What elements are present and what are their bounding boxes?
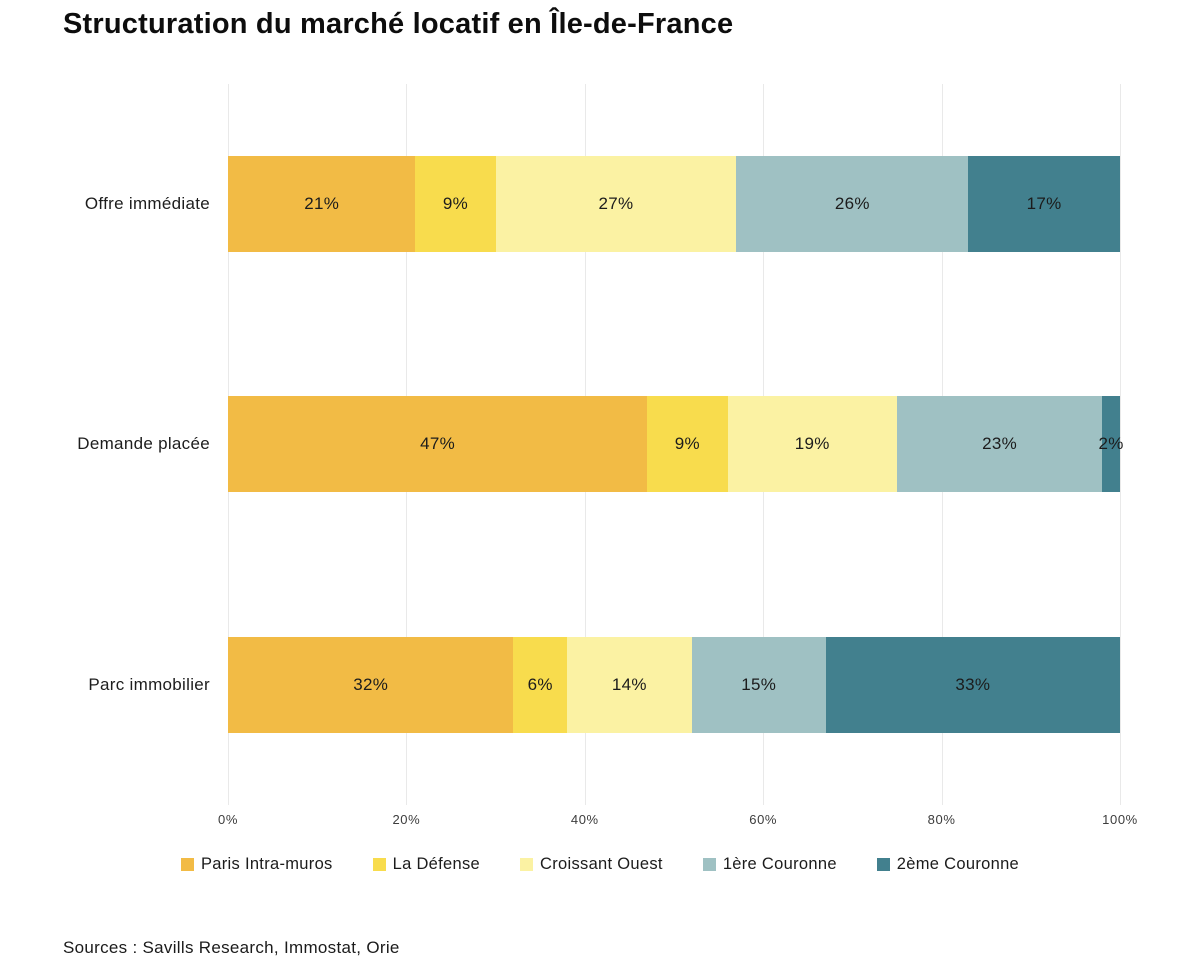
bar-segment: 6% — [513, 636, 567, 733]
bar-segment: 14% — [566, 636, 692, 733]
x-tick-label: 0% — [218, 812, 238, 827]
value-label: 21% — [304, 194, 340, 214]
legend-swatch — [702, 858, 716, 871]
value-label: 6% — [527, 674, 553, 694]
bar-segment: 23% — [896, 396, 1103, 493]
x-tick-label: 20% — [392, 812, 421, 827]
bar-segment: 9% — [647, 396, 728, 493]
legend: Paris Intra-muros La Défense Croissant Oue… — [0, 855, 1200, 874]
x-tick-label: 40% — [570, 812, 599, 827]
value-label: 9% — [674, 434, 700, 454]
legend-swatch — [876, 858, 890, 871]
bar-segment: 21% — [228, 156, 416, 253]
value-label: 14% — [611, 674, 647, 694]
legend-item: Croissant Ouest — [520, 855, 663, 874]
x-tick-label: 80% — [927, 812, 956, 827]
legend-swatch — [372, 858, 386, 871]
legend-item: 2ème Couronne — [876, 855, 1020, 874]
legend-item: La Défense — [372, 855, 481, 874]
value-label: 26% — [834, 194, 870, 214]
legend-swatch — [520, 858, 534, 871]
value-label: 17% — [1026, 194, 1062, 214]
x-tick-label: 60% — [749, 812, 778, 827]
sources-text: Sources : Savills Research, Immostat, Or… — [63, 938, 400, 957]
bar-rows-container: Offre immédiate 21% 9% 27% 26% 17% Demande pla… — [77, 84, 1123, 805]
bar-segment: 47% — [228, 396, 648, 493]
value-label: 33% — [955, 674, 991, 694]
value-label: 32% — [353, 674, 389, 694]
value-label: 19% — [794, 434, 830, 454]
legend-swatch — [180, 858, 194, 871]
category-label: Offre immédiate — [84, 194, 210, 214]
value-label: 15% — [741, 674, 777, 694]
legend-item: 1ère Couronne — [702, 855, 837, 874]
bar-segment: 33% — [825, 636, 1120, 733]
stacked-bar: 47% 9% 19% 23% 2% — [228, 396, 1123, 493]
bar-segment: 9% — [415, 156, 496, 253]
legend-item: Paris Intra-muros — [180, 855, 333, 874]
value-label: 47% — [420, 434, 456, 454]
legend-label: 1ère Couronne — [722, 855, 837, 873]
bar-segment: 17% — [968, 156, 1120, 253]
bar-segment: 32% — [228, 636, 514, 733]
x-axis: 0% 20% 40% 60% 80% 100% — [218, 812, 1137, 832]
bar-segment: 2% — [1098, 396, 1123, 493]
value-label: 9% — [442, 194, 469, 214]
legend-label: La Défense — [392, 855, 481, 873]
plot-area: Offre immédiate 21% 9% 27% 26% 17% Demande pla… — [77, 84, 1123, 805]
bar-segment: 27% — [495, 156, 737, 253]
chart-title: Structuration du marché locatif en Île-d… — [63, 8, 734, 40]
bar-row: Parc immobilier 32% 6% 14% 15% 33% — [88, 565, 1120, 805]
bar-segment: 15% — [691, 636, 826, 733]
legend-label: Croissant Ouest — [540, 855, 663, 873]
bar-row: Offre immédiate 21% 9% 27% 26% 17% — [85, 84, 1120, 324]
value-label: 27% — [598, 194, 634, 214]
bar-segment: 26% — [736, 156, 969, 253]
bar-row: Demande placée 47% 9% 19% 23% 2% — [77, 324, 1123, 564]
bar-segment: 19% — [727, 396, 897, 493]
stacked-bar: 32% 6% 14% 15% 33% — [228, 636, 1120, 733]
legend-label: 2ème Couronne — [896, 855, 1020, 873]
legend-label: Paris Intra-muros — [200, 855, 333, 873]
category-label: Parc immobilier — [88, 674, 210, 694]
x-tick-label: 100% — [1102, 812, 1138, 827]
gridline — [1120, 84, 1121, 805]
value-label: 23% — [982, 434, 1018, 454]
category-label: Demande placée — [77, 434, 210, 454]
stacked-bar: 21% 9% 27% 26% 17% — [228, 156, 1120, 253]
value-label: 2% — [1098, 434, 1124, 454]
